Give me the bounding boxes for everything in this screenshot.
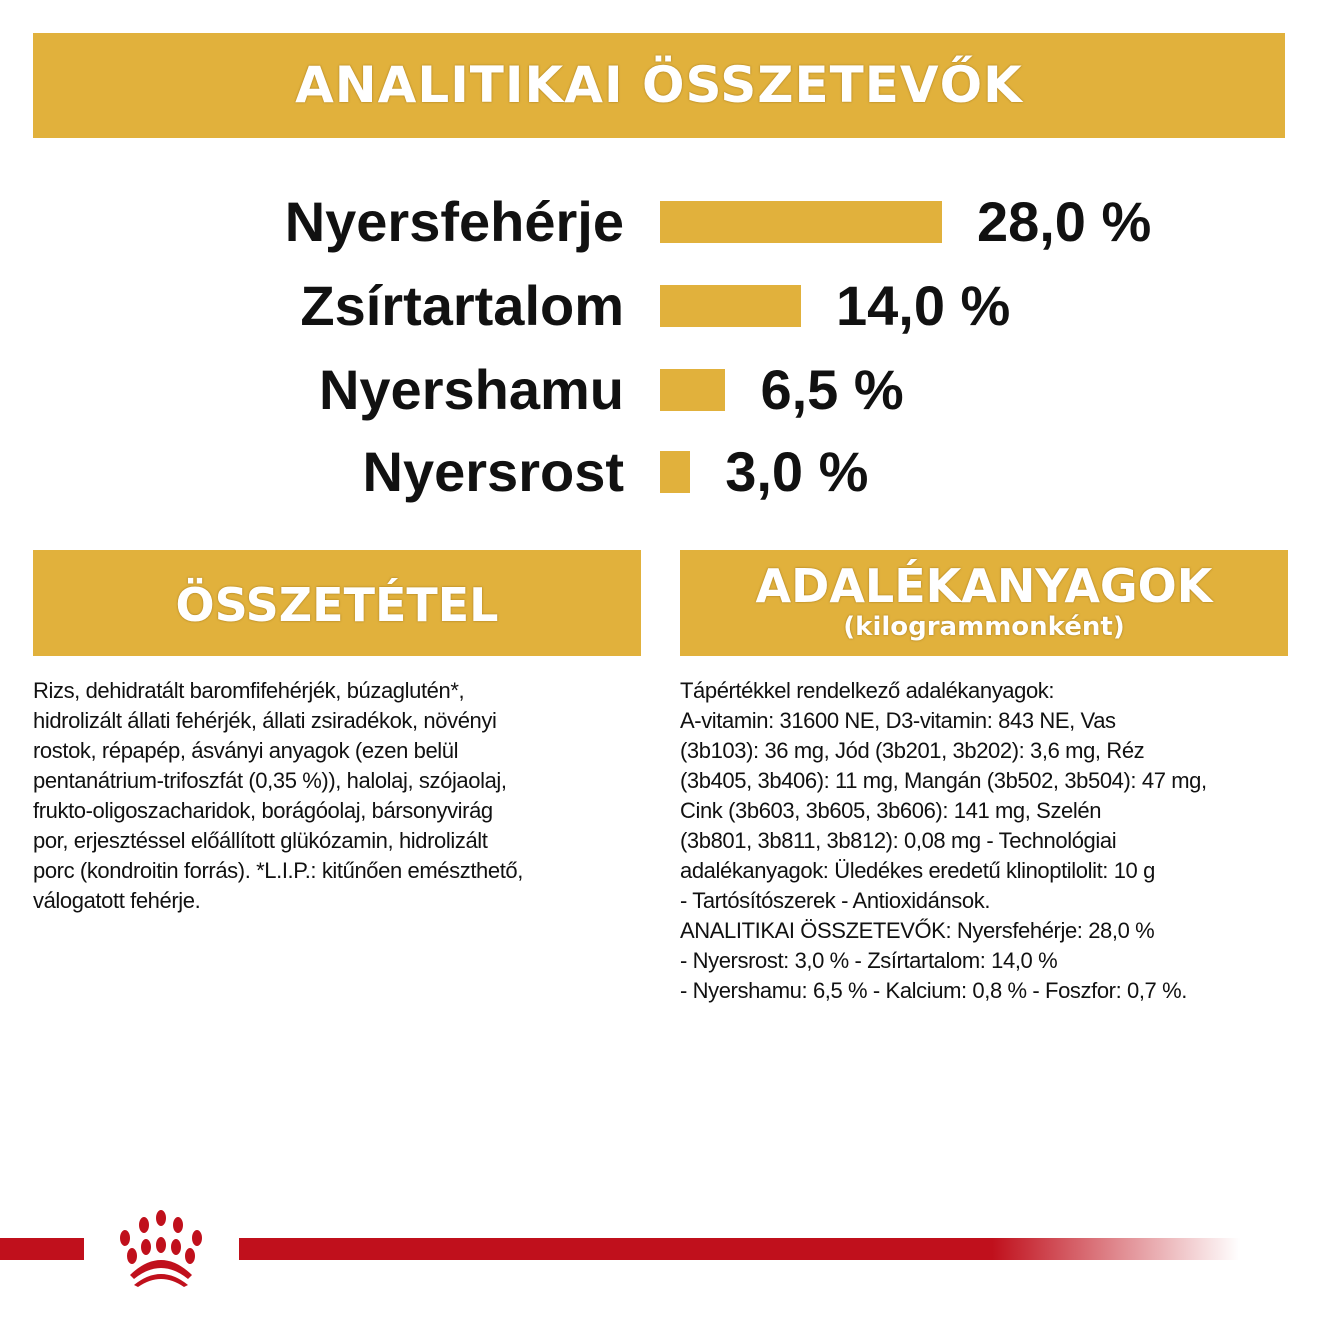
- additives-subtitle: (kilogrammonként): [843, 612, 1125, 642]
- text-line: rostok, répapép, ásványi anyagok (ezen b…: [33, 738, 459, 763]
- text-line: (3b103): 36 mg, Jód (3b201, 3b202): 3,6 …: [680, 738, 1145, 763]
- bar-label: Nyersfehérje: [284, 190, 624, 253]
- text-line: por, erjesztéssel előállított glükózamin…: [33, 828, 488, 853]
- bar-row: Nyersrost 3,0 %: [0, 430, 1320, 514]
- brand-red-line: [0, 1238, 1240, 1260]
- text-line: válogatott fehérje.: [33, 888, 201, 913]
- additives-title: ADALÉKANYAGOK: [755, 559, 1213, 613]
- bar-label: Nyersrost: [362, 440, 624, 503]
- bar-label: Zsírtartalom: [300, 274, 624, 337]
- text-line: ANALITIKAI ÖSSZETEVŐK: Nyersfehérje: 28,…: [680, 918, 1155, 943]
- text-line: - Tartósítószerek - Antioxidánsok.: [680, 888, 991, 913]
- crown-logo-icon: [84, 1205, 239, 1287]
- text-line: Rizs, dehidratált baromfifehérjék, búzag…: [33, 678, 465, 703]
- text-line: - Nyersrost: 3,0 % - Zsírtartalom: 14,0 …: [680, 948, 1058, 973]
- bar-value-label: 3,0 %: [725, 440, 869, 503]
- composition-header: ÖSSZETÉTEL: [33, 550, 641, 656]
- text-line: (3b801, 3b811, 3b812): 0,08 mg - Technol…: [680, 828, 1117, 853]
- text-line: pentanátrium-trifoszfát (0,35 %)), halol…: [33, 768, 507, 793]
- bar-value-label: 14,0 %: [835, 274, 1011, 337]
- text-line: adalékanyagok: Üledékes eredetű klinopti…: [680, 858, 1155, 883]
- bar-value-label: 28,0 %: [976, 190, 1152, 253]
- bar: [660, 451, 691, 493]
- text-line: frukto-oligoszacharidok, borágóolaj, bár…: [33, 798, 493, 823]
- composition-text: Rizs, dehidratált baromfifehérjék, búzag…: [33, 676, 523, 916]
- additives-header: ADALÉKANYAGOK (kilogrammonként): [680, 550, 1288, 656]
- analytical-header: ANALITIKAI ÖSSZETEVŐK: [33, 33, 1285, 138]
- bar: [660, 369, 726, 411]
- bar-label: Nyershamu: [318, 358, 624, 421]
- text-line: A-vitamin: 31600 NE, D3-vitamin: 843 NE,…: [680, 708, 1116, 733]
- text-line: (3b405, 3b406): 11 mg, Mangán (3b502, 3b…: [680, 768, 1207, 793]
- bar-row: Zsírtartalom 14,0 %: [0, 264, 1320, 348]
- bar: [660, 201, 942, 243]
- text-line: Tápértékkel rendelkező adalékanyagok:: [680, 678, 1055, 703]
- text-line: porc (kondroitin forrás). *L.I.P.: kitűn…: [33, 858, 523, 883]
- bar-value-label: 6,5 %: [760, 358, 904, 421]
- bar: [660, 285, 801, 327]
- bar-row: Nyersfehérje 28,0 %: [0, 180, 1320, 264]
- bar-row: Nyershamu 6,5 %: [0, 348, 1320, 432]
- text-line: hidrolizált állati fehérjék, állati zsir…: [33, 708, 497, 733]
- text-line: - Nyershamu: 6,5 % - Kalcium: 0,8 % - Fo…: [680, 978, 1187, 1003]
- additives-text: Tápértékkel rendelkező adalékanyagok: A-v…: [680, 676, 1207, 1006]
- text-line: Cink (3b603, 3b605, 3b606): 141 mg, Szel…: [680, 798, 1102, 823]
